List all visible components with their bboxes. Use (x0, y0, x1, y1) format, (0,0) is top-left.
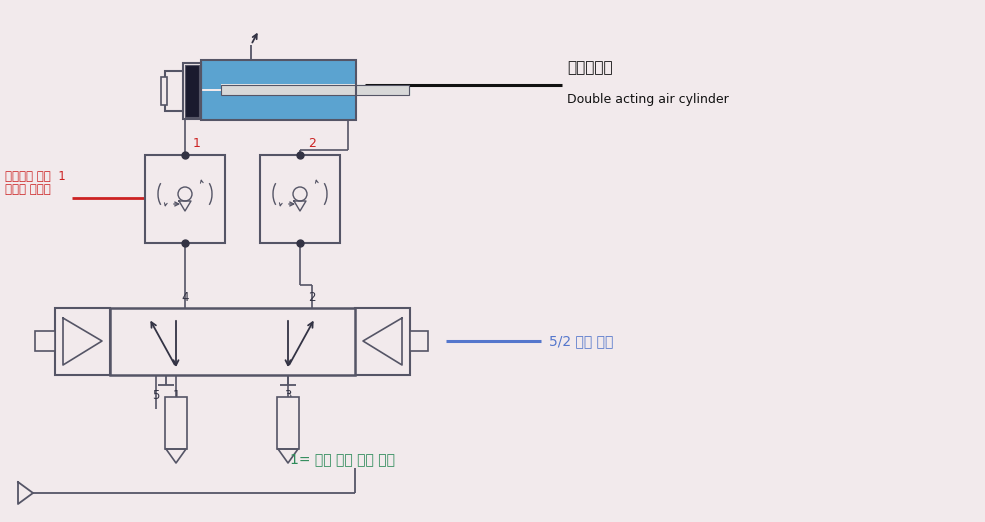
Text: 복동실린더: 복동실린더 (567, 60, 613, 75)
Bar (35, 331, 55, 351)
Bar (185, 65, 199, 117)
Polygon shape (166, 449, 186, 463)
Text: 1: 1 (172, 389, 179, 402)
Text: 1: 1 (193, 137, 201, 150)
Bar (221, 85, 409, 95)
Text: 체크밸브 내장  1: 체크밸브 내장 1 (5, 170, 66, 183)
Polygon shape (278, 449, 298, 463)
Text: 4: 4 (181, 291, 189, 304)
Text: 1= 공급 되는 압축 공기: 1= 공급 되는 압축 공기 (290, 452, 395, 466)
Polygon shape (294, 201, 306, 211)
Text: 5/2 복동 밸브: 5/2 복동 밸브 (549, 334, 614, 348)
Text: 3: 3 (285, 389, 292, 402)
Bar (165, 397, 187, 449)
Bar (165, 71, 183, 111)
Bar (355, 308, 410, 375)
Text: 2: 2 (308, 291, 316, 304)
Bar (410, 331, 428, 351)
Bar (260, 155, 340, 243)
Bar (277, 397, 299, 449)
Bar (221, 84, 411, 96)
Bar (201, 91, 356, 120)
Bar (145, 155, 225, 243)
Polygon shape (179, 201, 191, 211)
Text: 2: 2 (308, 137, 316, 150)
Text: 5: 5 (153, 389, 160, 402)
Bar (55, 308, 110, 375)
Bar (201, 60, 356, 120)
Bar (201, 60, 356, 89)
Text: Double acting air cylinder: Double acting air cylinder (567, 93, 729, 106)
Bar (110, 308, 355, 375)
Polygon shape (18, 482, 33, 504)
Text: 스피드 콘트롤: 스피드 콘트롤 (5, 183, 51, 196)
Bar (183, 63, 201, 119)
Bar (161, 77, 167, 105)
